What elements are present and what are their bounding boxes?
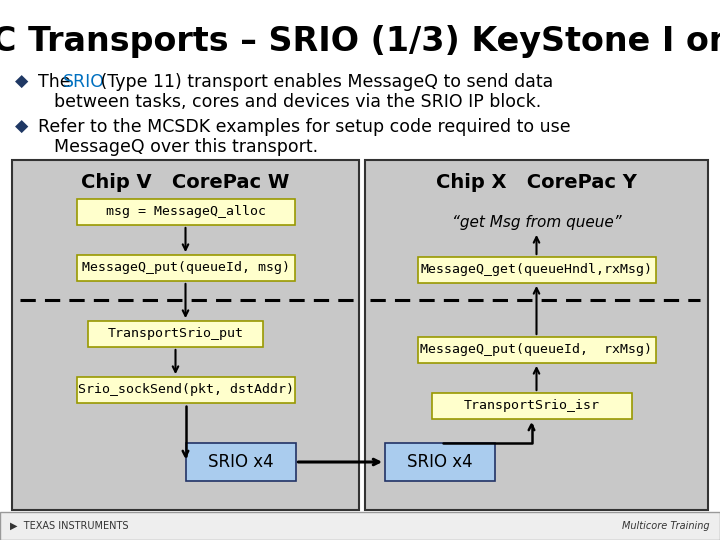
Bar	[431, 393, 631, 419]
Text: (Type 11) transport enables MessageQ to send data: (Type 11) transport enables MessageQ to …	[95, 73, 553, 91]
Bar	[418, 257, 655, 283]
Text: ◆: ◆	[15, 73, 29, 91]
Bar	[76, 255, 294, 281]
Text: “get Msg from queue”: “get Msg from queue”	[451, 214, 621, 230]
Bar	[186, 443, 295, 481]
Text: MessageQ_get(queueHndl,rxMsg): MessageQ_get(queueHndl,rxMsg)	[420, 264, 652, 276]
Text: MessageQ over this transport.: MessageQ over this transport.	[54, 138, 318, 156]
Text: The: The	[38, 73, 76, 91]
Text: IPC Transports – SRIO (1/3) KeyStone I only: IPC Transports – SRIO (1/3) KeyStone I o…	[0, 25, 720, 58]
Bar	[418, 337, 655, 363]
Text: Chip V   CorePac W: Chip V CorePac W	[81, 172, 289, 192]
Text: SRIO x4: SRIO x4	[408, 453, 473, 471]
Text: ◆: ◆	[15, 118, 29, 136]
Bar	[76, 199, 294, 225]
Text: SRIO x4: SRIO x4	[207, 453, 274, 471]
Bar	[88, 321, 263, 347]
Bar	[365, 160, 708, 510]
Text: MessageQ_put(queueId, msg): MessageQ_put(queueId, msg)	[81, 261, 289, 274]
Text: ▶  TEXAS INSTRUMENTS: ▶ TEXAS INSTRUMENTS	[10, 521, 128, 531]
Bar	[76, 377, 294, 403]
Text: MessageQ_put(queueId,  rxMsg): MessageQ_put(queueId, rxMsg)	[420, 343, 652, 356]
Bar	[0, 512, 720, 540]
Text: TransportSrio_isr: TransportSrio_isr	[464, 400, 600, 413]
Text: Refer to the MCSDK examples for setup code required to use: Refer to the MCSDK examples for setup co…	[38, 118, 571, 136]
Text: TransportSrio_put: TransportSrio_put	[107, 327, 243, 341]
Text: between tasks, cores and devices via the SRIO IP block.: between tasks, cores and devices via the…	[54, 93, 541, 111]
Text: SRIO: SRIO	[63, 73, 105, 91]
Text: Chip X   CorePac Y: Chip X CorePac Y	[436, 172, 637, 192]
Text: Multicore Training: Multicore Training	[622, 521, 710, 531]
Bar	[385, 443, 495, 481]
Text: msg = MessageQ_alloc: msg = MessageQ_alloc	[106, 206, 266, 219]
Bar	[12, 160, 359, 510]
Text: Srio_sockSend(pkt, dstAddr): Srio_sockSend(pkt, dstAddr)	[78, 383, 294, 396]
